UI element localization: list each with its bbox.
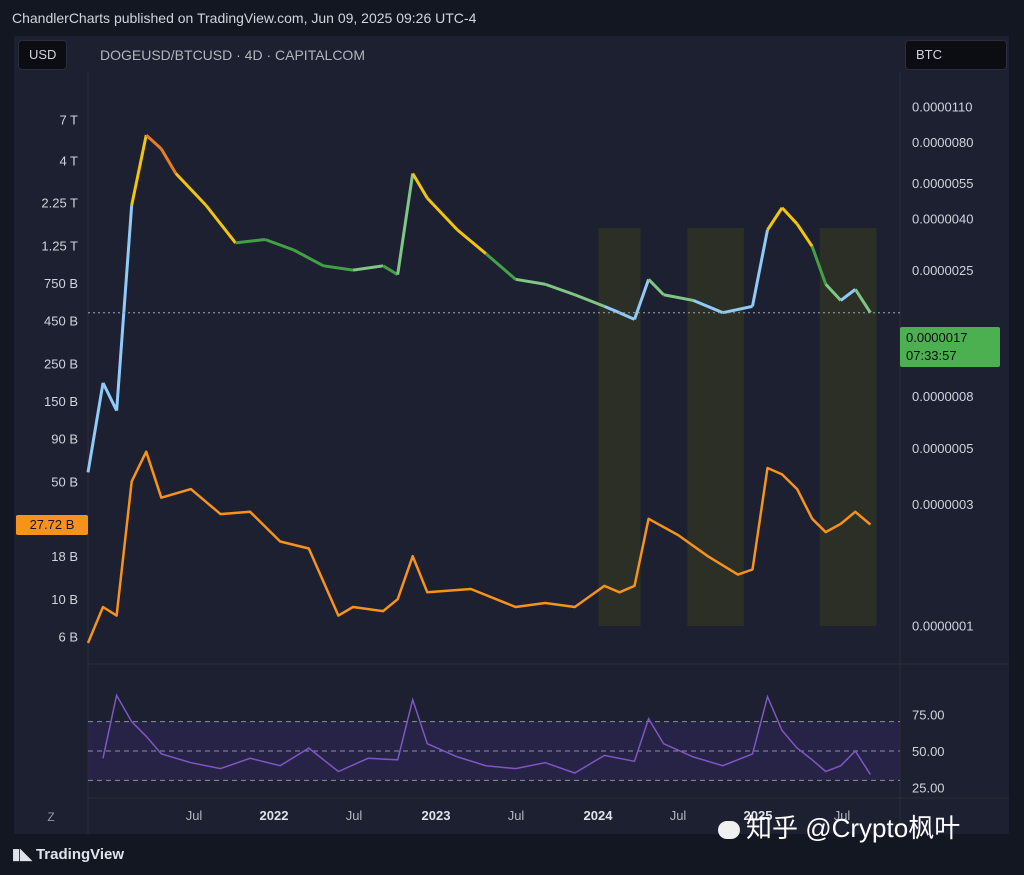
tradingview-logo[interactable]: ▮◣ TradingView: [12, 845, 124, 863]
x-axis-tick: Jul: [186, 808, 203, 823]
ratio-segment: [722, 304, 753, 315]
ratio-segment: [574, 293, 605, 308]
ratio-segment: [235, 237, 266, 245]
tradingview-logo-icon: ▮◣: [12, 846, 36, 863]
ratio-segment: [456, 228, 487, 255]
wechat-icon: [718, 821, 740, 840]
ratio-segment: [115, 205, 134, 411]
ratio-segment: [618, 311, 636, 321]
ratio-segment: [633, 278, 651, 320]
ratio-segment: [824, 283, 842, 302]
x-axis-tick: 2025: [744, 808, 773, 823]
left-axis-tick: 10 B: [51, 592, 78, 607]
right-axis-tick: 0.0000005: [912, 441, 973, 456]
ratio-segment: [515, 277, 546, 286]
watermark: 知乎 @Crypto枫叶: [718, 808, 960, 845]
x-axis-tick: Jul: [670, 808, 687, 823]
rsi-line: [102, 693, 872, 775]
right-axis-tick: 0.0000001: [912, 618, 973, 633]
right-axis-tick: 0.0000040: [912, 211, 973, 226]
left-axis-tick: 250 B: [44, 357, 78, 372]
ratio-segment: [663, 293, 694, 302]
left-axis-tick: 450 B: [44, 313, 78, 328]
right-axis-tick: 0.0000080: [912, 135, 973, 150]
zoom-button[interactable]: Z: [47, 810, 55, 824]
ratio-segment: [204, 204, 237, 244]
ratio-segment: [264, 238, 295, 252]
watermark-text: 知乎 @Crypto枫叶: [746, 813, 961, 843]
x-axis-tick: Jul: [346, 808, 363, 823]
ratio-segment: [780, 206, 799, 225]
market-cap-line: [86, 450, 872, 644]
ratio-segment: [839, 288, 857, 302]
highlight-zone: [687, 228, 744, 626]
left-axis-tick: 2.25 T: [41, 196, 78, 211]
x-axis-tick: 2024: [584, 808, 614, 823]
ratio-segment: [766, 206, 784, 231]
ratio-segment: [426, 197, 459, 231]
left-axis-tick: 750 B: [44, 276, 78, 291]
ratio-segment: [352, 264, 384, 272]
ratio-segment: [145, 133, 163, 150]
left-currency-button[interactable]: USD: [18, 40, 68, 70]
bar-countdown: 07:33:57: [906, 348, 957, 363]
ratio-segment: [647, 278, 665, 296]
ratio-segment: [544, 282, 576, 297]
last-price-tag: 0.0000017 07:33:57: [900, 327, 1000, 367]
ratio-segment: [382, 264, 399, 276]
highlight-zone: [598, 228, 641, 626]
left-axis-tick: 150 B: [44, 394, 78, 409]
left-axis-tick: 7 T: [59, 112, 78, 127]
x-axis-tick: Jul: [508, 808, 525, 823]
left-axis-tick: 18 B: [51, 549, 78, 564]
ratio-segment: [603, 305, 621, 315]
ratio-segment: [323, 264, 354, 272]
ratio-segment: [130, 134, 148, 206]
last-price-value: 0.0000017: [906, 330, 968, 345]
rsi-axis-tick: 50.00: [912, 744, 945, 759]
x-axis-tick: 2022: [260, 808, 289, 823]
ratio-segment: [795, 223, 814, 248]
ratio-segment: [174, 172, 208, 207]
right-axis-tick: 0.0000003: [912, 497, 973, 512]
right-axis-tick: 0.0000025: [912, 263, 973, 278]
right-axis-tick: 0.0000110: [912, 100, 973, 115]
ratio-segment: [101, 382, 118, 412]
ratio-segment: [293, 248, 325, 268]
ratio-segment: [159, 148, 178, 175]
market-cap-tag: 27.72 B: [16, 515, 88, 535]
left-axis-tick: 4 T: [59, 153, 78, 168]
left-axis-tick: 90 B: [51, 431, 78, 446]
tradingview-brand: TradingView: [35, 846, 125, 863]
ratio-segment: [854, 288, 872, 314]
rsi-axis-tick: 25.00: [912, 781, 945, 796]
ratio-segment: [750, 229, 769, 307]
left-axis-tick: 6 B: [58, 630, 78, 645]
right-axis-tick: 0.0000055: [912, 176, 973, 191]
symbol-label[interactable]: DOGEUSD/BTCUSD · 4D · CAPITALCOM: [100, 47, 365, 63]
left-axis-tick: 1.25 T: [41, 239, 78, 254]
x-axis-tick: Jul: [834, 808, 851, 823]
ratio-segment: [485, 252, 517, 281]
x-axis-tick: 2023: [422, 808, 451, 823]
published-line: ChandlerCharts published on TradingView.…: [12, 10, 477, 26]
ratio-segment: [692, 299, 724, 315]
ratio-segment: [396, 173, 415, 275]
rsi-axis-tick: 75.00: [912, 707, 945, 722]
right-axis-tick: 0.0000008: [912, 389, 973, 404]
ratio-segment: [86, 382, 105, 473]
ratio-segment: [411, 172, 429, 199]
left-axis-tick: 50 B: [51, 474, 78, 489]
ratio-segment: [810, 245, 828, 285]
right-currency-button[interactable]: BTC: [905, 40, 1007, 70]
